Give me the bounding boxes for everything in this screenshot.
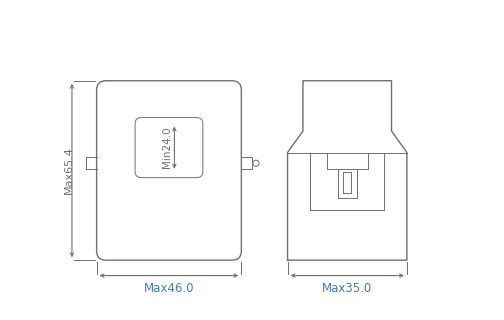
Text: Min24.0: Min24.0: [162, 127, 172, 168]
Text: Max65.4: Max65.4: [64, 147, 74, 194]
Text: Max35.0: Max35.0: [322, 282, 372, 295]
Text: Max46.0: Max46.0: [144, 282, 194, 295]
